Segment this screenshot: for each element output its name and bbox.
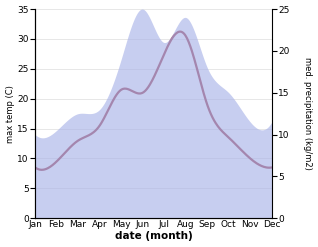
Y-axis label: max temp (C): max temp (C) bbox=[5, 85, 15, 143]
Y-axis label: med. precipitation (kg/m2): med. precipitation (kg/m2) bbox=[303, 57, 313, 170]
X-axis label: date (month): date (month) bbox=[114, 231, 192, 242]
